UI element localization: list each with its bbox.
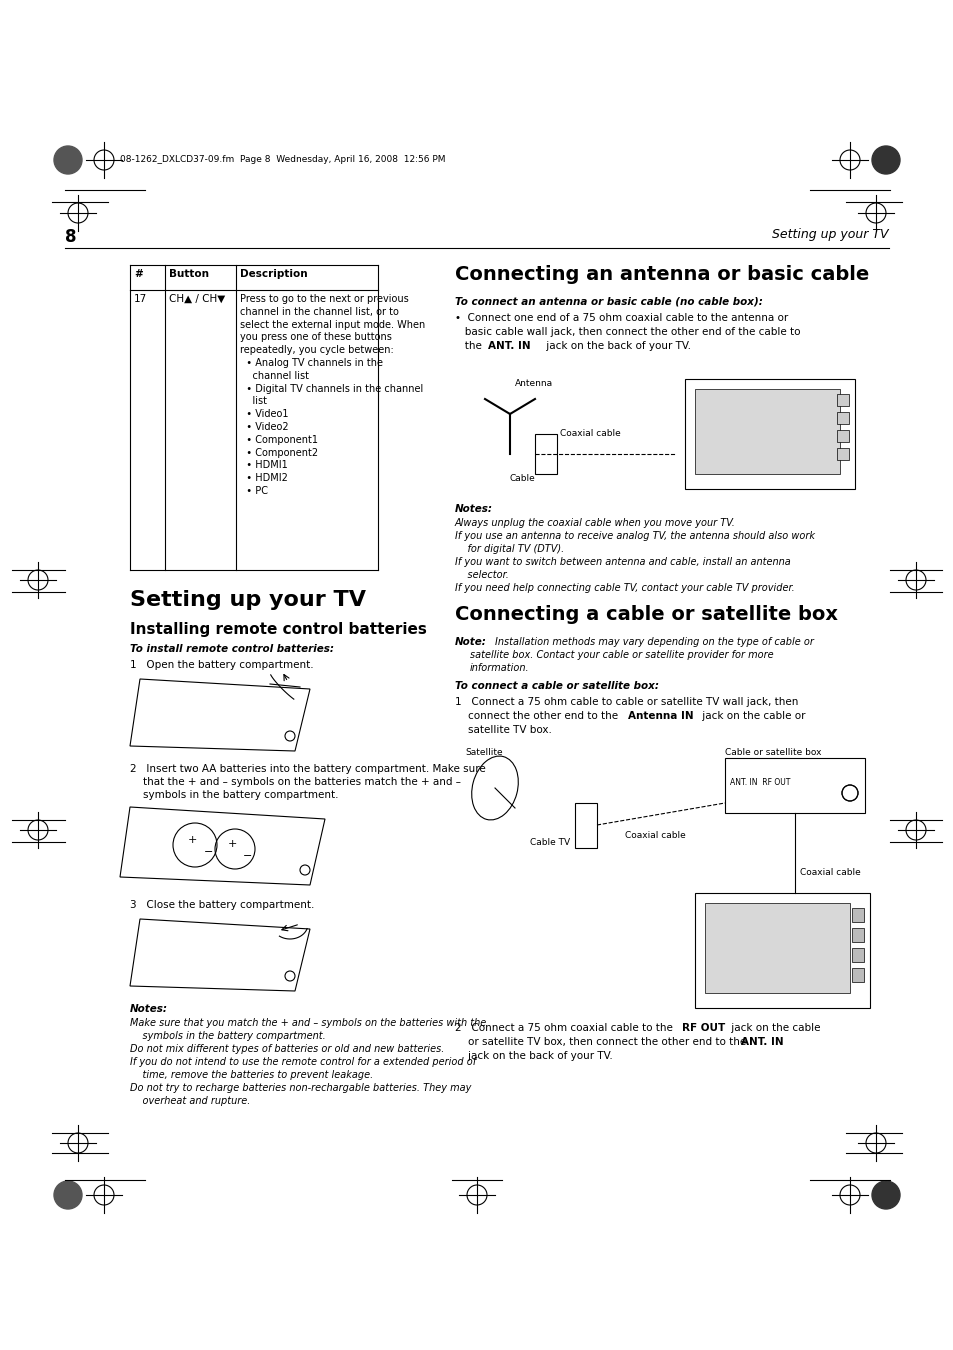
Text: 1   Connect a 75 ohm cable to cable or satellite TV wall jack, then: 1 Connect a 75 ohm cable to cable or sat…	[455, 697, 798, 707]
Text: Always unplug the coaxial cable when you move your TV.: Always unplug the coaxial cable when you…	[455, 518, 735, 528]
Text: jack on the back of your TV.: jack on the back of your TV.	[455, 1052, 612, 1061]
Text: selector.: selector.	[455, 570, 508, 580]
Text: Cable or satellite box: Cable or satellite box	[724, 748, 821, 757]
Text: +: +	[188, 836, 197, 845]
Text: Note:: Note:	[455, 637, 486, 647]
FancyBboxPatch shape	[724, 757, 864, 813]
Text: Cable: Cable	[510, 474, 536, 483]
FancyBboxPatch shape	[836, 448, 848, 460]
Text: If you use an antenna to receive analog TV, the antenna should also work: If you use an antenna to receive analog …	[455, 531, 814, 541]
Text: time, remove the batteries to prevent leakage.: time, remove the batteries to prevent le…	[130, 1071, 373, 1080]
Text: Antenna: Antenna	[515, 379, 553, 387]
FancyBboxPatch shape	[575, 803, 597, 848]
Text: CH▲ / CH▼: CH▲ / CH▼	[169, 294, 225, 304]
Text: If you need help connecting cable TV, contact your cable TV provider.: If you need help connecting cable TV, co…	[455, 583, 794, 593]
Text: −: −	[243, 850, 253, 861]
Text: jack on the cable: jack on the cable	[727, 1023, 820, 1033]
Text: 8: 8	[65, 228, 76, 246]
Text: or satellite TV box, then connect the other end to the: or satellite TV box, then connect the ot…	[455, 1037, 749, 1048]
Text: #: #	[133, 269, 143, 279]
Text: ANT. IN: ANT. IN	[740, 1037, 782, 1048]
Text: To connect an antenna or basic cable (no cable box):: To connect an antenna or basic cable (no…	[455, 297, 762, 306]
Circle shape	[871, 1181, 899, 1210]
FancyBboxPatch shape	[851, 948, 863, 963]
Text: 2   Connect a 75 ohm coaxial cable to the: 2 Connect a 75 ohm coaxial cable to the	[455, 1023, 676, 1033]
Text: satellite TV box.: satellite TV box.	[455, 725, 551, 734]
Text: for digital TV (DTV).: for digital TV (DTV).	[455, 544, 563, 554]
Text: Installing remote control batteries: Installing remote control batteries	[130, 622, 426, 637]
Text: Description: Description	[240, 269, 307, 279]
Text: Notes:: Notes:	[130, 1004, 168, 1014]
FancyBboxPatch shape	[851, 968, 863, 981]
Text: ANT. IN  RF OUT: ANT. IN RF OUT	[729, 778, 789, 787]
Text: Coaxial cable: Coaxial cable	[800, 868, 860, 878]
FancyBboxPatch shape	[836, 394, 848, 406]
Text: +: +	[228, 838, 237, 849]
Text: Connecting a cable or satellite box: Connecting a cable or satellite box	[455, 605, 837, 624]
FancyBboxPatch shape	[836, 412, 848, 424]
Text: Press to go to the next or previous
channel in the channel list, or to
select th: Press to go to the next or previous chan…	[240, 294, 425, 495]
Text: Do not try to recharge batteries non-rechargable batteries. They may: Do not try to recharge batteries non-rec…	[130, 1083, 471, 1094]
Text: jack on the back of your TV.: jack on the back of your TV.	[542, 342, 690, 351]
Text: ANT. IN: ANT. IN	[488, 342, 530, 351]
Text: Do not mix different types of batteries or old and new batteries.: Do not mix different types of batteries …	[130, 1044, 444, 1054]
Text: Notes:: Notes:	[455, 504, 493, 514]
FancyBboxPatch shape	[836, 431, 848, 441]
Text: jack on the cable or: jack on the cable or	[699, 711, 804, 721]
Text: symbols in the battery compartment.: symbols in the battery compartment.	[130, 1031, 325, 1041]
Text: 08-1262_DXLCD37-09.fm  Page 8  Wednesday, April 16, 2008  12:56 PM: 08-1262_DXLCD37-09.fm Page 8 Wednesday, …	[120, 155, 445, 165]
Text: If you want to switch between antenna and cable, install an antenna: If you want to switch between antenna an…	[455, 558, 790, 567]
Text: Coaxial cable: Coaxial cable	[624, 832, 685, 840]
Text: satellite box. Contact your cable or satellite provider for more: satellite box. Contact your cable or sat…	[470, 649, 773, 660]
Text: To install remote control batteries:: To install remote control batteries:	[130, 644, 334, 653]
FancyBboxPatch shape	[695, 389, 840, 474]
FancyBboxPatch shape	[851, 909, 863, 922]
Text: To connect a cable or satellite box:: To connect a cable or satellite box:	[455, 680, 659, 691]
Text: Coaxial cable: Coaxial cable	[559, 429, 620, 437]
Circle shape	[54, 146, 82, 174]
Text: Cable TV: Cable TV	[530, 838, 570, 846]
Text: the: the	[455, 342, 485, 351]
Text: Make sure that you match the + and – symbols on the batteries with the: Make sure that you match the + and – sym…	[130, 1018, 486, 1027]
Text: Installation methods may vary depending on the type of cable or: Installation methods may vary depending …	[495, 637, 813, 647]
Text: 1   Open the battery compartment.: 1 Open the battery compartment.	[130, 660, 314, 670]
Circle shape	[54, 1181, 82, 1210]
FancyBboxPatch shape	[704, 903, 849, 994]
FancyBboxPatch shape	[535, 433, 557, 474]
Text: connect the other end to the: connect the other end to the	[455, 711, 620, 721]
FancyBboxPatch shape	[851, 927, 863, 942]
Text: Setting up your TV: Setting up your TV	[772, 228, 888, 242]
Text: 2   Insert two AA batteries into the battery compartment. Make sure
    that the: 2 Insert two AA batteries into the batte…	[130, 764, 485, 799]
Text: Satellite: Satellite	[464, 748, 502, 757]
Text: basic cable wall jack, then connect the other end of the cable to: basic cable wall jack, then connect the …	[455, 327, 800, 338]
Text: −: −	[204, 846, 213, 857]
Text: overheat and rupture.: overheat and rupture.	[130, 1096, 250, 1106]
Text: Antenna IN: Antenna IN	[627, 711, 693, 721]
FancyBboxPatch shape	[695, 892, 869, 1008]
Text: •  Connect one end of a 75 ohm coaxial cable to the antenna or: • Connect one end of a 75 ohm coaxial ca…	[455, 313, 787, 323]
FancyBboxPatch shape	[684, 379, 854, 489]
Text: Button: Button	[169, 269, 209, 279]
Text: Setting up your TV: Setting up your TV	[130, 590, 366, 610]
Text: If you do not intend to use the remote control for a extended period of: If you do not intend to use the remote c…	[130, 1057, 476, 1066]
Text: Connecting an antenna or basic cable: Connecting an antenna or basic cable	[455, 265, 868, 284]
Circle shape	[871, 146, 899, 174]
Text: 17: 17	[133, 294, 147, 304]
Text: information.: information.	[470, 663, 529, 674]
Text: 3   Close the battery compartment.: 3 Close the battery compartment.	[130, 900, 314, 910]
Text: RF OUT: RF OUT	[681, 1023, 724, 1033]
